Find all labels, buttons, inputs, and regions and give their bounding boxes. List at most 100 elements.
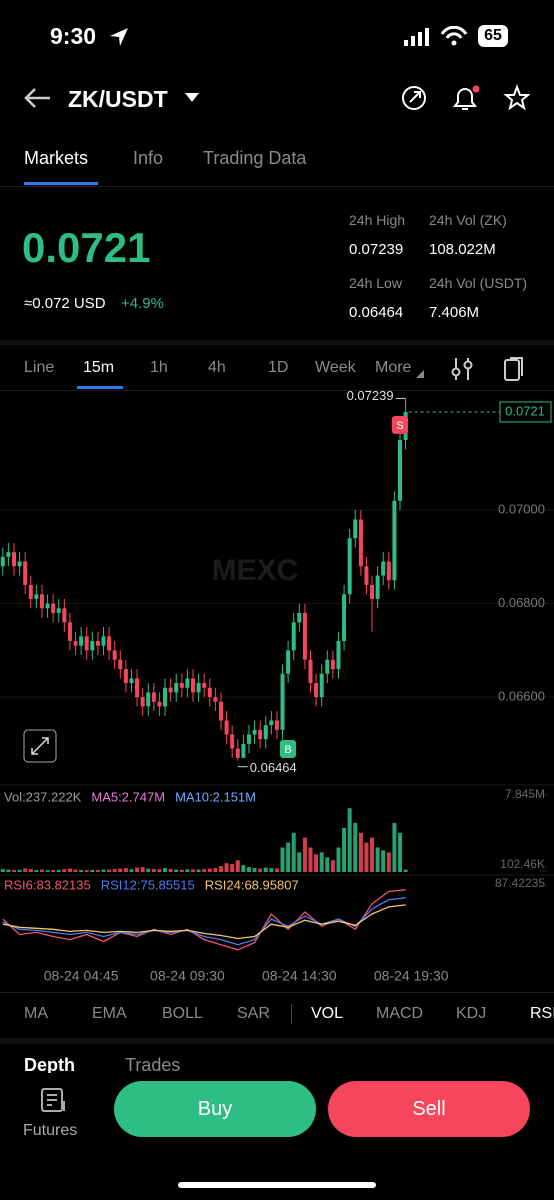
candle-body [392, 500, 397, 581]
tab[interactable]: Info [133, 148, 164, 168]
volume-bar [39, 869, 44, 872]
interval[interactable]: Line [24, 359, 55, 376]
status-time: 9:30 [50, 23, 97, 49]
volume-bar [258, 868, 263, 872]
y-tick-label: 7.845M [505, 787, 545, 801]
interval[interactable]: 15m [83, 359, 115, 376]
candle-body [364, 566, 369, 585]
candle-body [252, 729, 257, 735]
volume-legend: MA10:2.151M [175, 789, 256, 804]
volume-bar [112, 869, 117, 872]
candle-body [370, 584, 375, 599]
separator [291, 1004, 292, 1024]
candle-body [241, 743, 246, 758]
tab-underline [24, 182, 98, 185]
candle-body [386, 561, 391, 581]
interval[interactable]: More [375, 359, 412, 376]
volume-bar [224, 863, 229, 872]
volume-bar [342, 827, 347, 872]
bottom-tab[interactable]: Depth [24, 1055, 75, 1075]
volume-bar [34, 870, 39, 872]
chart-tools[interactable] [450, 356, 530, 382]
battery: 65 [478, 25, 508, 47]
indicator[interactable]: BOLL [162, 1005, 203, 1022]
divider [0, 340, 554, 345]
volume-bar [370, 837, 375, 872]
futures-icon[interactable] [40, 1087, 70, 1115]
interval-underline [77, 386, 123, 389]
stat-value: 0.07239 [349, 241, 404, 258]
bottom-tab[interactable]: Trades [125, 1055, 181, 1075]
usd-price: ≈0.072 USD [24, 295, 106, 312]
pair-dropdown[interactable] [184, 92, 200, 104]
candle-body [90, 641, 95, 651]
candle-body [140, 697, 145, 707]
candle-body [51, 603, 56, 613]
volume-bar [196, 869, 201, 872]
tab[interactable]: Trading Data [203, 148, 307, 168]
candle-body [179, 683, 184, 688]
volume-bar [163, 868, 168, 872]
volume-bar [246, 867, 251, 872]
pair-title[interactable]: ZK/USDT [68, 86, 168, 112]
candle-body [28, 584, 33, 599]
candle-body [17, 561, 22, 567]
futures-label[interactable]: Futures [23, 1122, 78, 1139]
volume-bar [118, 868, 123, 872]
volume-bar [241, 865, 246, 872]
volume-bar [269, 868, 274, 872]
sell-button[interactable]: Sell [328, 1081, 530, 1137]
indicator[interactable]: KDJ [456, 1005, 487, 1022]
indicator[interactable]: MACD [376, 1005, 424, 1022]
back-button[interactable] [22, 86, 52, 110]
indicator[interactable]: SAR [237, 1005, 270, 1022]
volume-bar [101, 869, 106, 872]
more-arrow [416, 370, 424, 378]
volume-bar [230, 864, 235, 872]
candle-body [146, 692, 151, 707]
candle-body [79, 636, 84, 646]
candle-body [163, 687, 168, 707]
header-icons[interactable] [400, 84, 530, 112]
candle-body [336, 641, 341, 670]
volume-bar [191, 869, 196, 872]
candle-body [274, 720, 279, 730]
interval[interactable]: 1D [268, 359, 289, 376]
volume-bar [207, 868, 212, 872]
volume-bar [146, 868, 151, 872]
indicator[interactable]: MA [24, 1005, 48, 1022]
fullscreen-button[interactable] [23, 729, 57, 763]
volume-bar [23, 868, 28, 872]
volume-bar [336, 847, 341, 872]
candle-body [11, 552, 16, 567]
indicator[interactable]: VOL [311, 1005, 344, 1022]
candle-body [6, 552, 11, 557]
volume-bar [62, 869, 67, 872]
volume-bar [6, 869, 11, 872]
candle-body [196, 683, 201, 693]
indicator[interactable]: RSI [530, 1005, 554, 1022]
interval[interactable]: 1h [150, 359, 168, 376]
rsi-line [2, 889, 406, 951]
volume-bar [381, 850, 386, 872]
divider [0, 1038, 554, 1044]
indicator[interactable]: EMA [92, 1005, 127, 1022]
volume-bar [314, 854, 319, 872]
interval[interactable]: Week [315, 359, 356, 376]
volume-bar [358, 832, 363, 872]
candle-body [34, 594, 39, 599]
volume-bar [17, 869, 22, 872]
volume-bar [263, 867, 268, 872]
candle-body [263, 725, 268, 740]
stat-value: 0.06464 [349, 304, 404, 321]
volume-bar [235, 860, 240, 872]
tab[interactable]: Markets [24, 148, 89, 168]
buy-button[interactable]: Buy [114, 1081, 316, 1137]
y-tick-label: 87.42235 [495, 876, 545, 890]
candle-body [286, 650, 291, 674]
candle-body [280, 673, 285, 730]
volume-bar [90, 869, 95, 872]
interval[interactable]: 4h [208, 359, 226, 376]
candle-body [0, 556, 5, 567]
volume-bar [392, 822, 397, 872]
